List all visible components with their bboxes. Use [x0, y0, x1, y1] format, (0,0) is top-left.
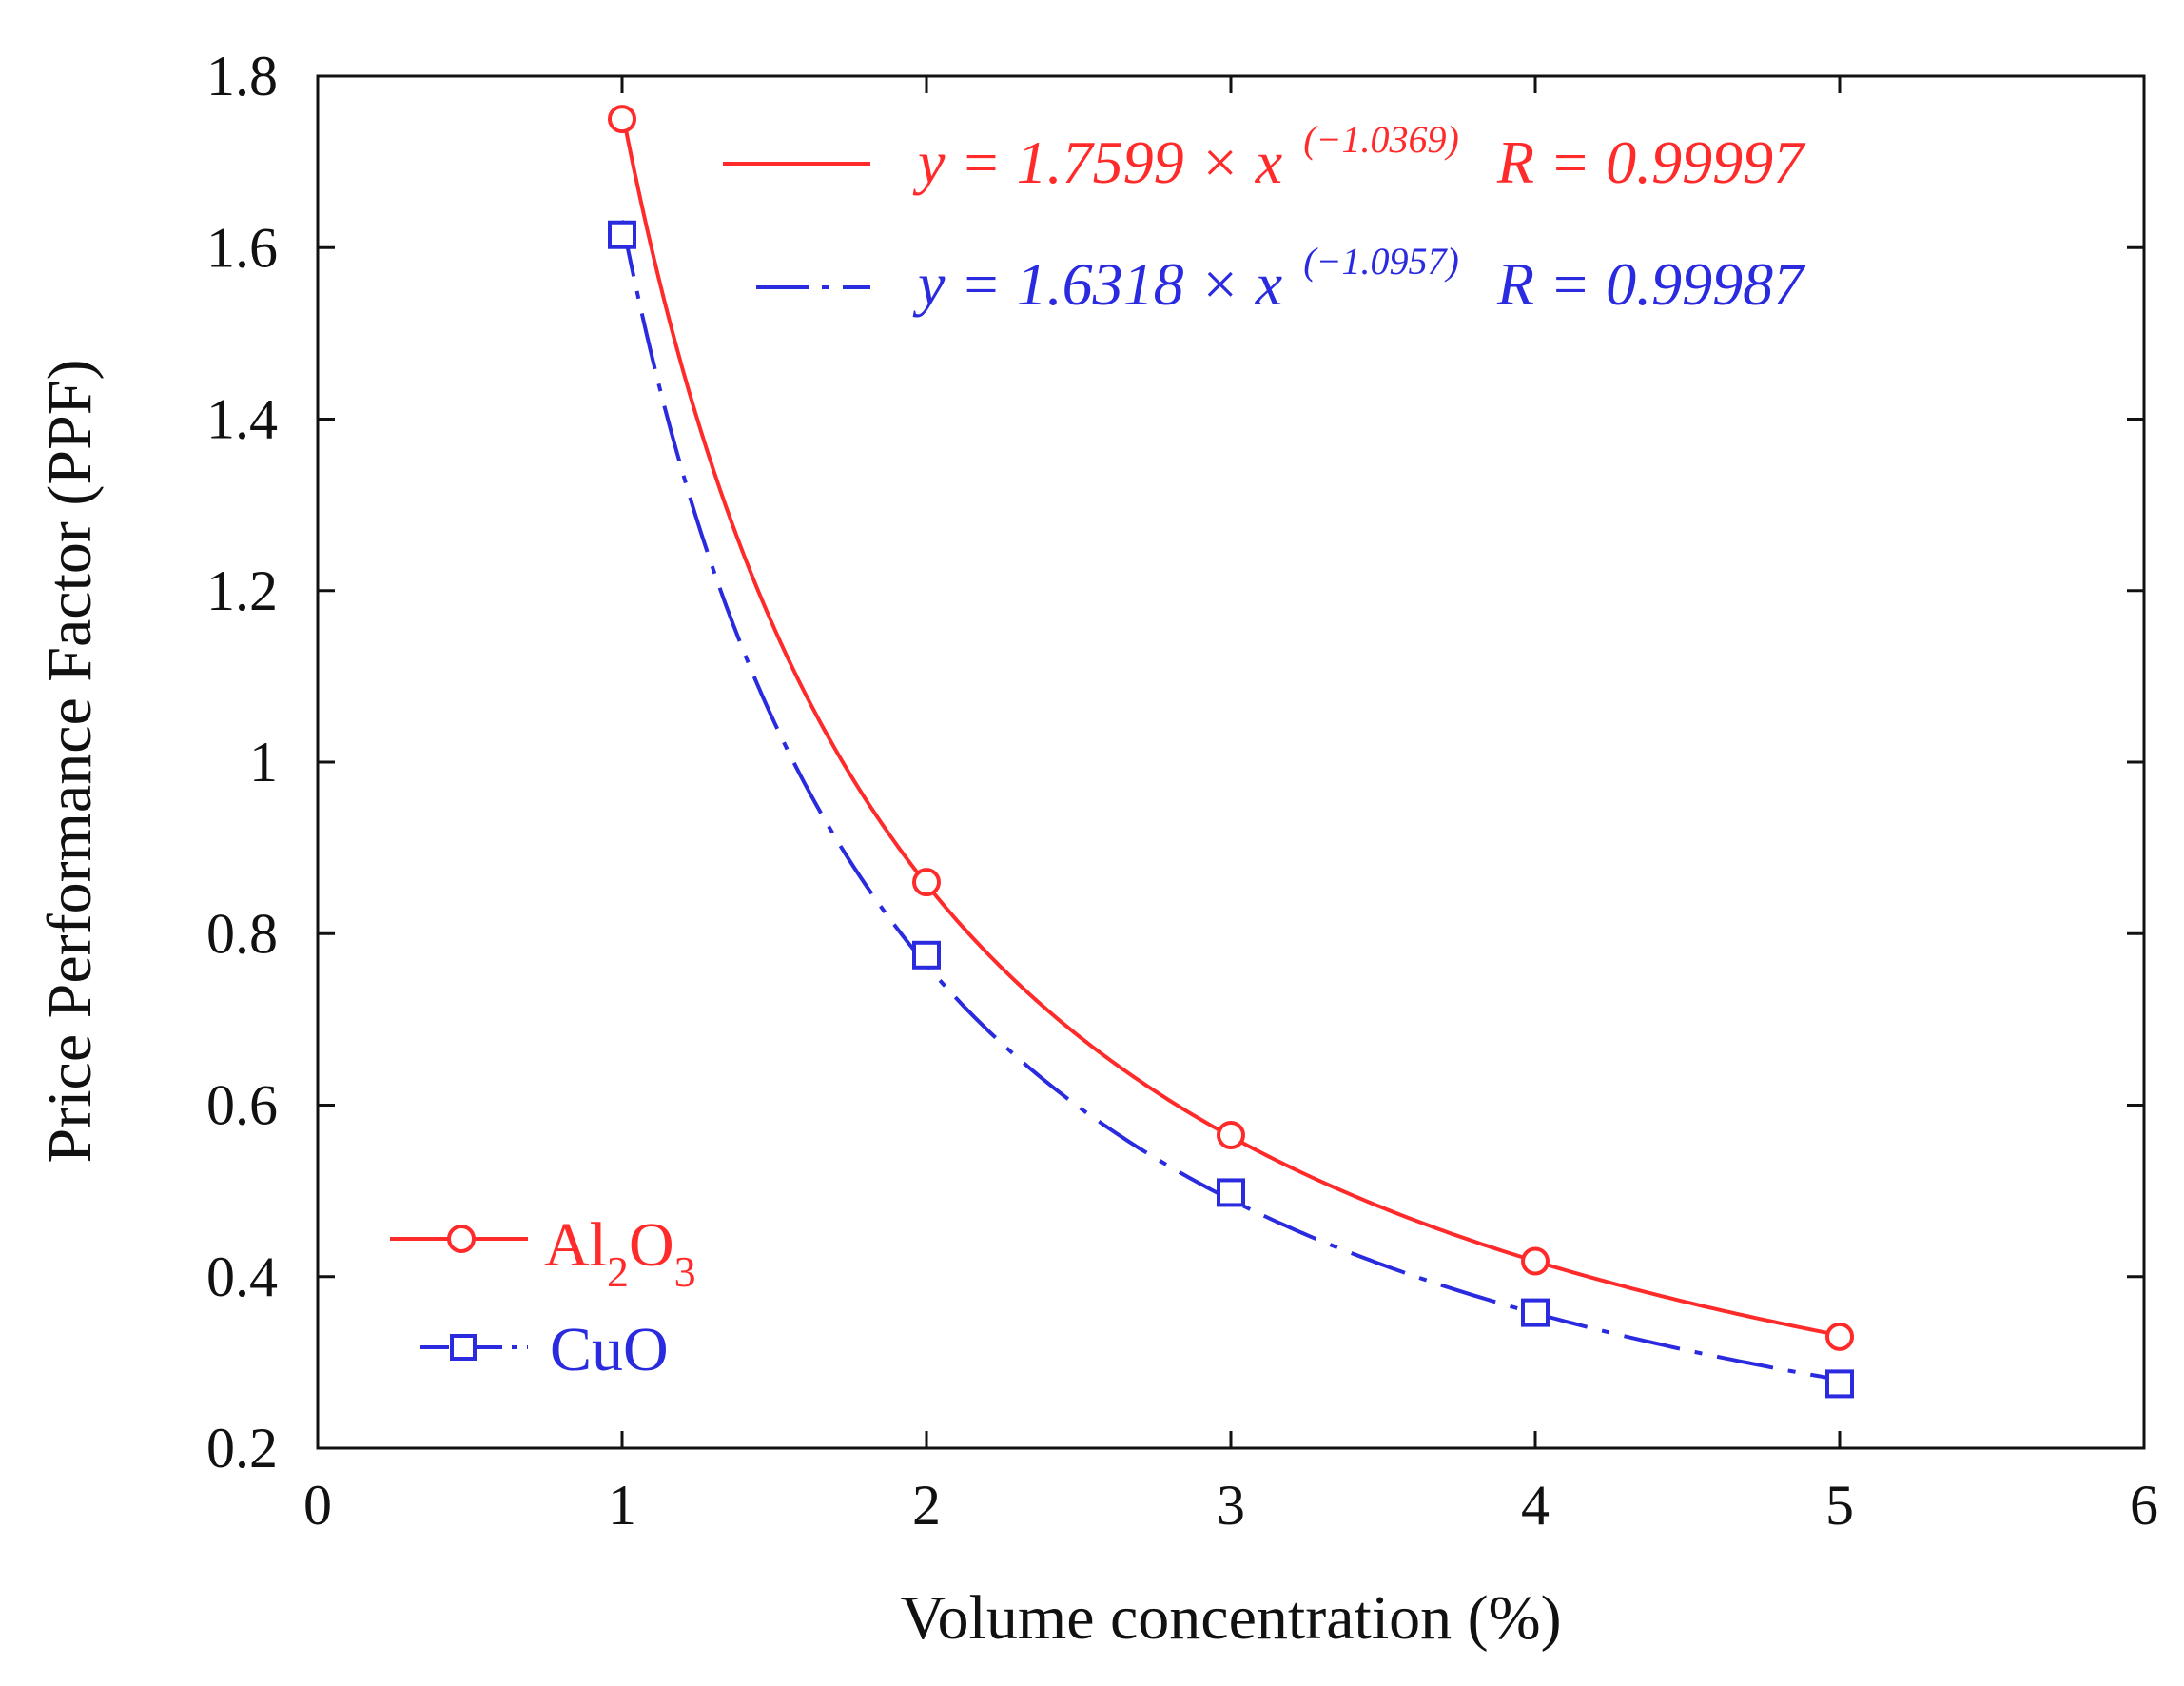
y-tick-label: 0.4 — [206, 1245, 278, 1308]
series-line-cuo — [620, 220, 1841, 1382]
x-tick-label: 6 — [2130, 1474, 2158, 1537]
eq-cuo-r: R = 0.99987 — [1496, 250, 1806, 318]
x-tick-label: 4 — [1521, 1474, 1550, 1537]
series-cuo — [608, 220, 1854, 1399]
y-tick-label: 1.6 — [206, 216, 278, 279]
data-point-cuo — [912, 940, 941, 970]
eq-al2o3-exponent: (−1.0369) — [1303, 118, 1459, 161]
equation-box-background — [704, 105, 2093, 333]
series-al2o3 — [608, 105, 1854, 1351]
eq-al2o3-r: R = 0.99997 — [1496, 128, 1806, 196]
legend-al2o3-sub1: 2 — [607, 1247, 629, 1296]
x-tick-label: 1 — [608, 1474, 636, 1537]
data-point-al2o3 — [1521, 1246, 1550, 1276]
x-tick-label: 3 — [1217, 1474, 1245, 1537]
y-tick-label: 1 — [249, 731, 278, 794]
data-point-cuo — [1521, 1298, 1550, 1327]
x-tick-label: 5 — [1825, 1474, 1854, 1537]
legend-al2o3-mid: O — [629, 1210, 674, 1280]
data-point-al2o3 — [1825, 1322, 1854, 1351]
legend: Al2O3 CuO — [390, 1210, 696, 1384]
legend-al2o3-label: Al2O3 — [544, 1210, 696, 1296]
eq-cuo-y: y = 1.6318 × x — [912, 250, 1282, 318]
legend-al2o3-main: Al — [544, 1210, 607, 1280]
y-tick-label: 1.2 — [206, 559, 278, 622]
legend-al2o3-sub2: 3 — [674, 1247, 696, 1296]
data-point-cuo — [1217, 1178, 1245, 1207]
legend-al2o3-marker — [447, 1225, 476, 1253]
data-point-al2o3 — [912, 868, 941, 897]
x-axis-title: Volume concentration (%) — [900, 1583, 1561, 1653]
x-tick-label: 0 — [303, 1474, 332, 1537]
y-tick-label: 0.2 — [206, 1417, 278, 1480]
fit-equations: y = 1.7599 × x (−1.0369) R = 0.99997 y = 1… — [704, 105, 2093, 333]
y-tick-label: 0.6 — [206, 1074, 278, 1137]
y-tick-label: 1.4 — [206, 388, 278, 451]
data-point-al2o3 — [1217, 1121, 1245, 1150]
eq-al2o3-y: y = 1.7599 × x — [912, 128, 1282, 196]
data-point-cuo — [608, 220, 636, 249]
x-tick-label: 2 — [912, 1474, 941, 1537]
y-tick-label: 1.8 — [206, 45, 278, 108]
y-tick-label: 0.8 — [206, 902, 278, 965]
legend-cuo-marker — [450, 1334, 477, 1361]
eq-cuo-exponent: (−1.0957) — [1303, 240, 1459, 283]
data-point-cuo — [1825, 1369, 1854, 1399]
y-axis-title: Price Performance Factor (PPF) — [35, 360, 105, 1164]
eq-cuo: y = 1.6318 × x (−1.0957) R = 0.99987 — [912, 240, 1806, 318]
y-axis-ticks: 0.2 0.4 0.6 0.8 1 1.2 1.4 1.6 1.8 — [206, 45, 2144, 1480]
series-layer — [608, 105, 1854, 1399]
eq-al2o3: y = 1.7599 × x (−1.0369) R = 0.99997 — [912, 118, 1806, 196]
legend-cuo-label: CuO — [550, 1315, 669, 1384]
data-point-al2o3 — [608, 105, 636, 134]
